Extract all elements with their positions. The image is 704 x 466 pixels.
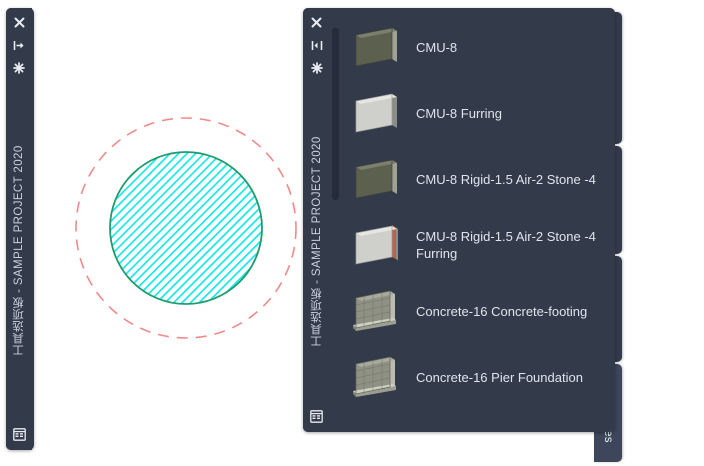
list-item[interactable]: CMU-8 Furring (344, 80, 609, 146)
scrollbar-thumb[interactable] (332, 28, 339, 200)
wall-footing-thumbnail-icon (350, 419, 402, 426)
list-item[interactable]: CMU-8 Rigid-1.5 Air-2 Stone -4 Furring (344, 212, 609, 278)
wall-footing-thumbnail-icon (350, 287, 402, 335)
list-item-label: CMU-8 Rigid-1.5 Air-2 Stone -4 (416, 171, 596, 187)
properties-icon[interactable] (308, 59, 326, 77)
properties-icon[interactable] (10, 59, 28, 77)
wall-thumbnail-icon (350, 221, 402, 269)
palette-view-icon[interactable] (10, 425, 28, 443)
list-item-label: CMU-8 Rigid-1.5 Air-2 Stone -4 Furring (416, 229, 596, 261)
palette-view-icon[interactable] (308, 407, 326, 425)
wall-thumbnail-icon (350, 23, 402, 71)
list-item[interactable]: CMU-8 (344, 14, 609, 80)
left-palette-title: 工具选项板 - SAMPLE PROJECT 2020 (13, 145, 25, 357)
list-item[interactable]: Concrete-8 Concrete-footing (344, 410, 609, 426)
wall-style-tool-list: CMU-8 CMU-8 Furring (344, 14, 609, 426)
palette-content-area: CMU-8 CMU-8 Furring (330, 14, 609, 426)
wall-styles-tool-palette[interactable]: 工具选项板 - SAMPLE PROJECT 2020 (303, 8, 615, 432)
list-item[interactable]: Concrete-16 Concrete-footing (344, 278, 609, 344)
list-item-label: CMU-8 Furring (416, 105, 502, 121)
auto-hide-icon[interactable] (308, 36, 326, 54)
list-item-label: Concrete-16 Concrete-footing (416, 303, 588, 319)
close-icon[interactable] (10, 13, 28, 31)
left-palette-grip[interactable]: 工具选项板 - SAMPLE PROJECT 2020 (6, 8, 32, 450)
list-item[interactable]: CMU-8 Rigid-1.5 Air-2 Stone -4 (344, 146, 609, 212)
left-tool-palette[interactable]: 工具选项板 - SAMPLE PROJECT 2020 (6, 8, 34, 450)
list-item[interactable]: Concrete-16 Pier Foundation (344, 344, 609, 410)
vertical-scrollbar[interactable] (332, 28, 339, 418)
outer-dashed-circle (75, 117, 297, 339)
list-item-label: Concrete-16 Pier Foundation (416, 369, 583, 385)
wall-footing-thumbnail-icon (350, 353, 402, 401)
hatched-circle-outline (109, 151, 263, 305)
wall-thumbnail-icon (350, 155, 402, 203)
auto-hide-icon[interactable] (10, 36, 28, 54)
wall-thumbnail-icon (350, 89, 402, 137)
close-icon[interactable] (308, 13, 326, 31)
list-item-label: CMU-8 (416, 39, 458, 55)
hatched-circle-fill (110, 152, 262, 304)
main-palette-title: 工具选项板 - SAMPLE PROJECT 2020 (310, 136, 323, 348)
main-palette-grip[interactable]: 工具选项板 - SAMPLE PROJECT 2020 (303, 8, 330, 432)
